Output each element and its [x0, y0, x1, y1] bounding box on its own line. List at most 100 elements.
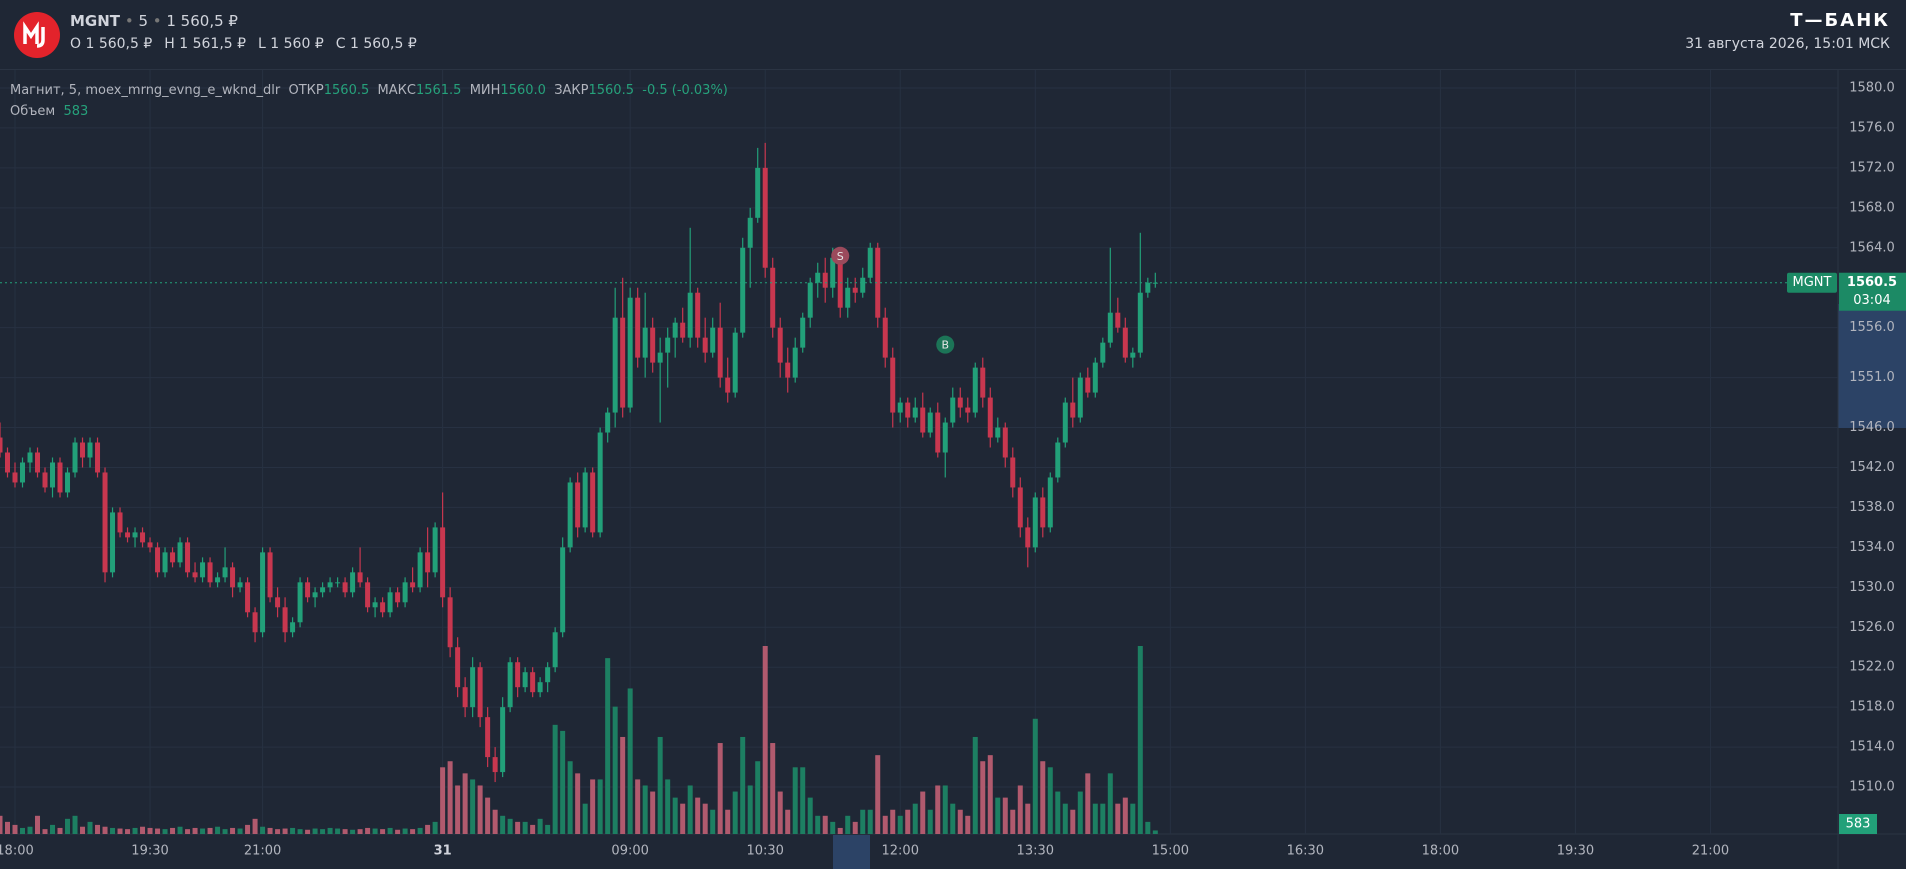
y-tick-label: 1526.0 [1849, 620, 1895, 635]
trade-marker [831, 246, 850, 265]
volume-bar [27, 826, 33, 834]
candle-body [87, 442, 93, 458]
legend-line: Магнит, 5, moex_mrng_evng_e_wknd_dlr ОТК… [10, 80, 728, 101]
volume-bar [612, 706, 618, 834]
candle-body [5, 452, 11, 473]
candle-body [57, 462, 63, 493]
volume-bar [950, 803, 956, 834]
candle-body [642, 327, 648, 358]
candle-body [500, 707, 506, 773]
candle-body [815, 272, 821, 283]
volume-bar [552, 724, 558, 834]
volume-bar [1025, 803, 1031, 834]
candle-body [312, 592, 318, 598]
candle-body [710, 327, 716, 353]
candle-body [177, 542, 183, 563]
volume-bar [110, 827, 116, 834]
volume-bar [380, 829, 386, 834]
volume-bar [215, 826, 221, 834]
volume-bar [650, 791, 656, 834]
candle-body [567, 482, 573, 548]
volume-bar [372, 828, 378, 834]
candle-body [327, 582, 333, 588]
candle-body [65, 472, 71, 493]
y-tick-label: 1522.0 [1849, 660, 1895, 675]
candle-body [0, 437, 3, 453]
volume-bar [267, 827, 273, 834]
candle-body [200, 562, 206, 578]
candle-body [530, 672, 536, 693]
candle-body [395, 592, 401, 603]
volume-bar [942, 785, 948, 834]
candle-body [282, 607, 288, 633]
candle-body [102, 472, 108, 573]
volume-bar [237, 828, 243, 834]
candle-body [635, 297, 641, 358]
candle-body [800, 317, 806, 348]
candle-body [1010, 457, 1016, 488]
candle-body [957, 397, 963, 408]
logo[interactable] [0, 0, 60, 70]
x-tick-label: 15:00 [1152, 844, 1189, 859]
price-box [1839, 272, 1906, 311]
candle-body [920, 407, 926, 433]
volume-bar [635, 779, 641, 834]
candle-body [35, 452, 41, 473]
volume-bar [192, 827, 198, 834]
candle-body [147, 542, 153, 548]
volume-bar [1077, 791, 1083, 834]
candle-body [72, 442, 78, 473]
candle-body [170, 552, 176, 563]
volume-bar [342, 829, 348, 834]
datetime: 31 августа 2026, 15:01 МСК [1685, 36, 1890, 52]
volume-bar [80, 826, 86, 834]
volume-bar [1032, 718, 1038, 834]
volume-bar [260, 826, 266, 834]
price: 1 560,5 ₽ [166, 12, 238, 30]
volume-bar [222, 829, 228, 834]
volume-bar [20, 827, 26, 834]
y-tick-label: 1510.0 [1849, 780, 1895, 795]
x-selection [833, 835, 870, 869]
candle-body [1017, 487, 1023, 528]
candle-body [155, 547, 161, 573]
ohlc-value: L 1 560 ₽ [258, 36, 324, 52]
candle-body [897, 402, 903, 413]
volume-bar [335, 828, 341, 834]
candle-body [80, 442, 86, 458]
volume-bar [920, 791, 926, 834]
candle-body [350, 572, 356, 593]
volume-bar [717, 743, 723, 834]
symbol: MGNT [70, 12, 121, 30]
candle-body [1055, 442, 1061, 478]
x-tick-label: 31 [434, 844, 452, 859]
candle-body [830, 257, 836, 288]
volume-bar [755, 761, 761, 834]
x-tick-label: 19:30 [1557, 844, 1594, 859]
volume-bar [582, 803, 588, 834]
volume-bar [410, 829, 416, 834]
volume-bar [777, 791, 783, 834]
legend: Магнит, 5, moex_mrng_evng_e_wknd_dlr ОТК… [10, 80, 728, 122]
legend-value: 1560.5 [588, 83, 634, 98]
volume-bar [72, 815, 78, 834]
volume-bar [1085, 773, 1091, 834]
x-tick-label: 12:00 [882, 844, 919, 859]
volume-bar [830, 821, 836, 834]
candle-body [987, 397, 993, 438]
volume-label: 583 [1846, 817, 1871, 832]
candle-body [770, 267, 776, 328]
candle-body [1032, 497, 1038, 548]
volume-bar [665, 779, 671, 834]
volume-bar [200, 828, 206, 834]
candle-body [1107, 312, 1113, 343]
legend-label: Объем [10, 104, 56, 119]
volume-bar [575, 773, 581, 834]
volume-bar [860, 809, 866, 834]
volume-bar [545, 824, 551, 834]
volume-bar [35, 815, 41, 834]
volume-bar [627, 688, 633, 834]
volume-bar [395, 829, 401, 834]
volume-bar [65, 818, 71, 834]
volume-bar [590, 779, 596, 834]
